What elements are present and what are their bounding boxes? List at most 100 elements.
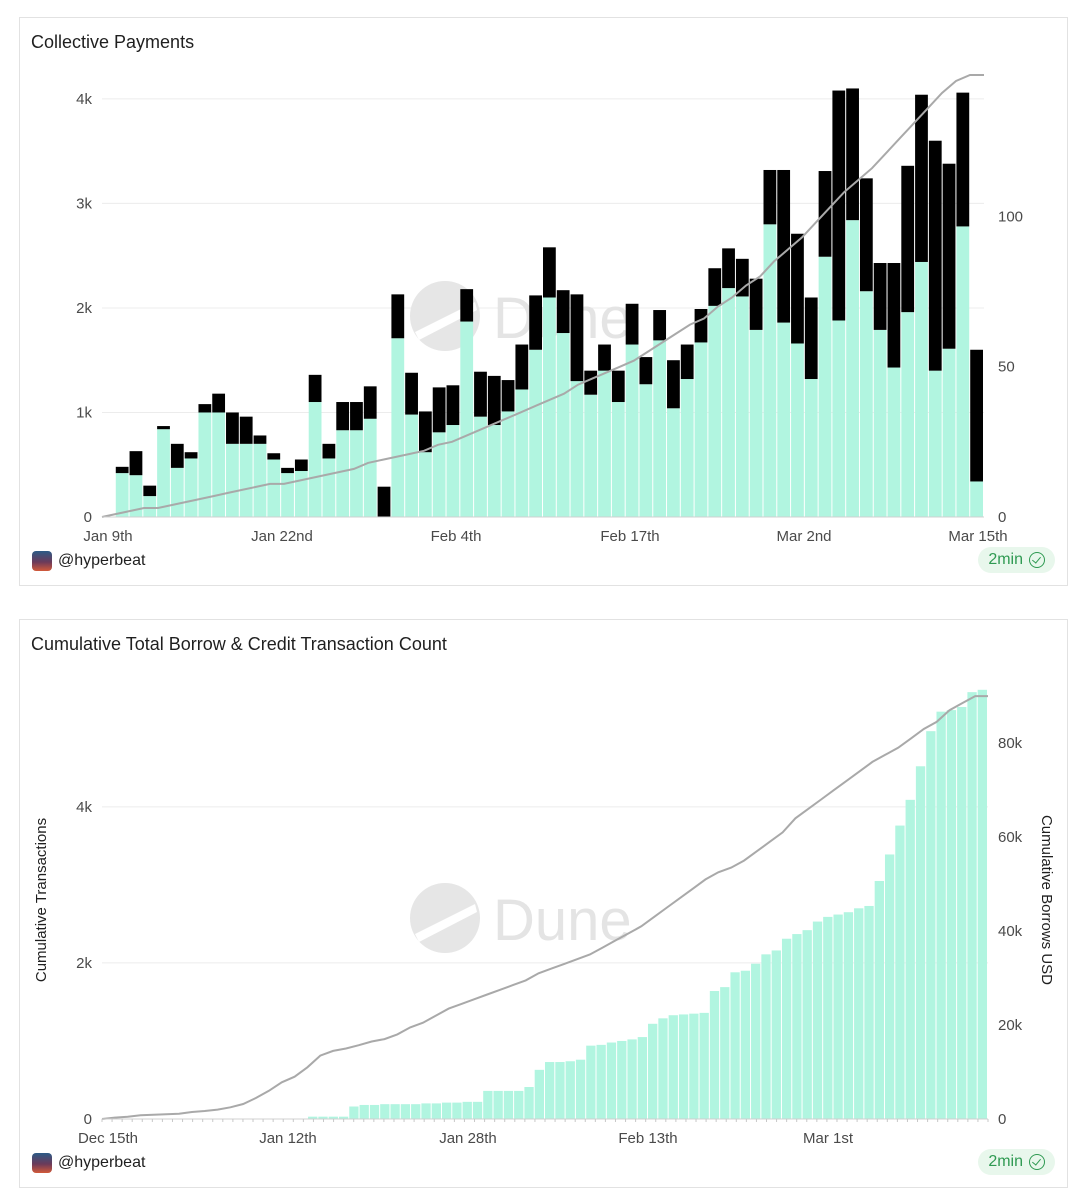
bar-segment-bottom (735, 296, 749, 517)
bar-segment-bottom (584, 394, 598, 517)
bar-segment-top (639, 357, 653, 385)
y-axis-label-right: Cumulative Borrows USD (1038, 815, 1055, 985)
bar (421, 1103, 431, 1119)
bar-segment-bottom (143, 496, 157, 517)
bar (689, 1013, 699, 1119)
bar-segment-bottom (363, 418, 377, 517)
y-left-tick-label: 4k (76, 799, 92, 816)
y-left-tick-label: 0 (84, 509, 92, 526)
bar-segment-bottom (777, 322, 791, 517)
bar (617, 1040, 627, 1119)
bar-segment-bottom (859, 291, 873, 517)
bar-segment-bottom (239, 443, 253, 517)
bar (462, 1101, 472, 1119)
bar (411, 1104, 421, 1119)
bar-segment-bottom (460, 321, 474, 517)
bar-segment-top (350, 402, 363, 431)
x-tick-label: Jan 22nd (251, 528, 313, 545)
x-tick-label: Feb 4th (431, 528, 482, 545)
watermark-text: Dune (493, 888, 632, 953)
bar (524, 1087, 534, 1119)
bar-segment-top (308, 374, 322, 403)
bar (740, 970, 751, 1119)
y-right-tick-label: 80k (998, 735, 1023, 752)
bar (874, 880, 884, 1119)
bar-segment-bottom (308, 402, 322, 517)
bar-segment-top (791, 233, 804, 344)
y-left-tick-label: 4k (76, 91, 92, 108)
bar (452, 1102, 462, 1119)
bar-segment-top (667, 360, 680, 409)
bar (534, 1069, 544, 1119)
refresh-badge[interactable]: 2min (978, 1149, 1055, 1175)
y-right-tick-label: 0 (998, 509, 1006, 526)
bar-segment-bottom (474, 416, 487, 517)
bar (483, 1090, 493, 1119)
author-link[interactable]: @hyperbeat (32, 1153, 145, 1173)
bar-segment-top (157, 426, 170, 430)
bar-segment-bottom (653, 340, 667, 517)
bar (967, 692, 977, 1119)
bar-segment-top (129, 451, 143, 476)
bar-segment-top (391, 294, 405, 339)
bar-segment-top (777, 169, 791, 323)
bar (843, 912, 854, 1119)
bar-segment-bottom (956, 226, 970, 517)
bar (895, 825, 905, 1119)
bar (627, 1039, 637, 1119)
bar-segment-bottom (639, 384, 653, 517)
check-circle-icon (1029, 1154, 1045, 1170)
bar-segment-bottom (529, 349, 542, 517)
bar-segment-top (763, 169, 777, 225)
bar-segment-top (832, 90, 846, 321)
bar-segment-top (487, 375, 501, 426)
bar-segment-top (928, 140, 942, 371)
y-left-tick-label: 2k (76, 955, 92, 972)
bar-segment-bottom (873, 329, 887, 517)
bar (338, 1116, 349, 1119)
avatar (32, 1153, 52, 1173)
bar-segment-bottom (115, 473, 129, 517)
x-tick-label: Dec 15th (78, 1130, 138, 1147)
x-tick-label: Jan 12th (259, 1130, 317, 1147)
bar (720, 987, 730, 1119)
bar-segment-bottom (942, 348, 956, 517)
bar (802, 930, 812, 1119)
bar-segment-top (846, 88, 859, 221)
bar-segment-bottom (818, 256, 832, 517)
bar-segment-top (267, 453, 281, 460)
x-tick-label: Jan 28th (439, 1130, 497, 1147)
bar-segment-bottom (970, 481, 983, 517)
bar-segment-bottom (901, 312, 915, 517)
bar-segment-top (281, 467, 294, 474)
bar (400, 1104, 411, 1119)
bar (792, 934, 802, 1119)
author-link[interactable]: @hyperbeat (32, 551, 145, 571)
bar (503, 1090, 514, 1119)
bar-segment-bottom (915, 261, 928, 517)
bar-segment-top (184, 452, 198, 459)
bar-segment-top (598, 344, 611, 371)
cumulative-line (101, 695, 988, 1120)
bar-segment-top (529, 295, 542, 350)
bar-segment-top (956, 92, 970, 227)
bar-segment-top (432, 387, 446, 433)
bar-segment-bottom (515, 389, 529, 517)
x-tick-label: Mar 1st (803, 1130, 854, 1147)
bar-segment-top (611, 370, 625, 403)
bar-segment-top (418, 411, 432, 453)
x-tick-label: Jan 9th (83, 528, 132, 545)
refresh-badge[interactable]: 2min (978, 547, 1055, 573)
y-right-tick-label: 100 (998, 208, 1023, 225)
bar-segment-top (336, 402, 350, 431)
bar-segment-bottom (129, 475, 143, 517)
bar-segment-top (543, 247, 556, 298)
bar-segment-bottom (570, 381, 584, 517)
chart-title: Cumulative Total Borrow & Credit Transac… (31, 634, 447, 654)
bar-segment-bottom (832, 320, 846, 517)
bar-segment-bottom (928, 370, 942, 517)
bar (699, 1012, 709, 1119)
y-left-tick-label: 3k (76, 195, 92, 212)
bar-segment-bottom (226, 443, 239, 517)
